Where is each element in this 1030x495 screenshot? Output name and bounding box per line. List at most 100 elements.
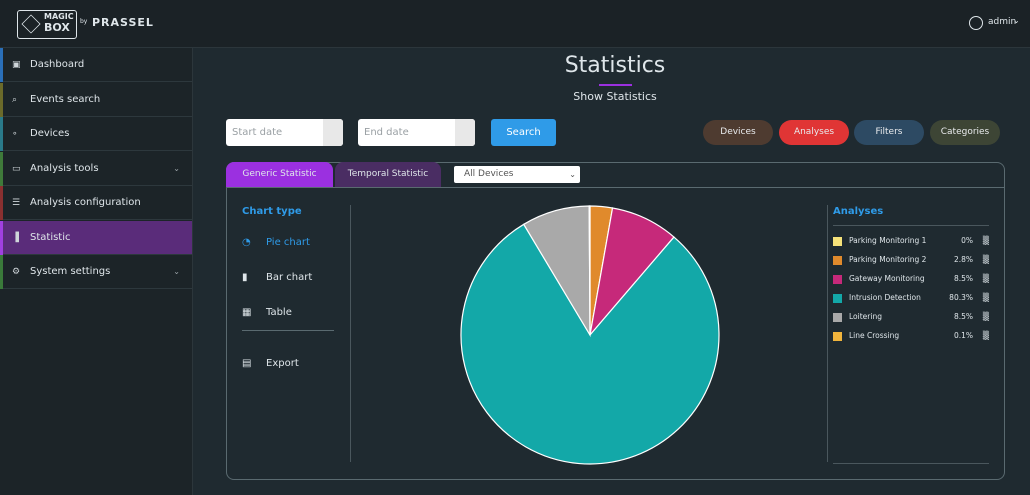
legend-row[interactable]: Parking Monitoring 1 0% ▒ xyxy=(833,234,989,248)
header: MAGIC BOX by PRASSEL admin ⌄ xyxy=(0,0,1030,48)
legend-icon: ▒ xyxy=(982,236,989,245)
legend: Parking Monitoring 1 0% ▒ Parking Monitorin… xyxy=(833,234,993,354)
filter-button[interactable]: Filters xyxy=(854,120,924,145)
export-button[interactable]: ▤ Export xyxy=(242,358,299,369)
legend-label: Gateway Monitoring xyxy=(849,274,925,283)
sidebar-item[interactable]: ▣ Dashboard xyxy=(0,48,192,82)
option-label: Pie chart xyxy=(266,237,310,248)
option-label: Bar chart xyxy=(266,272,313,283)
logo[interactable] xyxy=(17,10,77,39)
sidebar-item[interactable]: ☰ Analysis configuration xyxy=(0,186,192,220)
user-name[interactable]: admin xyxy=(988,17,1017,27)
legend-divider xyxy=(833,463,989,464)
legend-swatch xyxy=(833,332,842,341)
filter-button[interactable]: Categories xyxy=(930,120,1000,145)
sidebar-accent xyxy=(0,151,3,186)
sidebar-label: Analysis configuration xyxy=(30,197,141,208)
legend-value: 8.5% xyxy=(953,274,973,283)
legend-row[interactable]: Gateway Monitoring 8.5% ▒ xyxy=(833,272,989,286)
filter-button[interactable]: Analyses xyxy=(779,120,849,145)
tab[interactable]: Temporal Statistic xyxy=(335,162,441,187)
column-divider xyxy=(827,205,828,462)
chart-type-option[interactable]: ◔ Pie chart xyxy=(242,237,310,248)
logo-text: MAGIC xyxy=(44,12,74,21)
search-button[interactable]: Search xyxy=(491,119,556,146)
legend-label: Line Crossing xyxy=(849,331,900,340)
calendar-button[interactable] xyxy=(455,119,475,146)
chart-type-option[interactable]: ▦ Table xyxy=(242,307,292,318)
legend-icon: ▒ xyxy=(982,293,989,302)
end-date[interactable]: End date xyxy=(358,119,475,146)
chart-type-title: Chart type xyxy=(242,206,302,217)
sidebar-icon: ▣ xyxy=(12,60,21,70)
legend-value: 8.5% xyxy=(953,312,973,321)
legend-icon: ▒ xyxy=(982,312,989,321)
calendar-button[interactable] xyxy=(323,119,343,146)
legend-row[interactable]: Loitering 8.5% ▒ xyxy=(833,310,989,324)
legend-divider xyxy=(833,225,989,226)
title-underline xyxy=(599,84,632,86)
legend-swatch xyxy=(833,256,842,265)
legend-row[interactable]: Intrusion Detection 80.3% ▒ xyxy=(833,291,989,305)
page-title: Statistics xyxy=(564,53,666,78)
start-date-placeholder: Start date xyxy=(232,127,283,138)
sidebar-label: Devices xyxy=(30,128,70,139)
legend-label: Parking Monitoring 1 xyxy=(849,236,927,245)
sidebar-accent xyxy=(0,186,3,220)
legend-icon: ▒ xyxy=(982,274,989,283)
sidebar-label: System settings xyxy=(30,266,111,277)
tab[interactable]: Generic Statistic xyxy=(226,162,333,187)
sidebar-item[interactable]: ▐ Statistic xyxy=(0,220,192,255)
sidebar-label: Statistic xyxy=(30,231,71,243)
sidebar-icon: ∘ xyxy=(12,129,18,139)
sidebar-accent xyxy=(0,255,3,289)
select-arrow: ⌄ xyxy=(569,170,576,179)
panel xyxy=(226,162,1005,480)
sidebar-item[interactable]: ⚙ System settings ⌄ xyxy=(0,255,192,289)
sidebar-accent xyxy=(0,48,3,82)
legend-label: Intrusion Detection xyxy=(849,293,921,302)
panel-divider xyxy=(227,187,1004,188)
filter-button[interactable]: Devices xyxy=(703,120,773,145)
legend-row[interactable]: Line Crossing 0.1% ▒ xyxy=(833,329,989,343)
sidebar-item[interactable]: ∘ Devices xyxy=(0,117,192,151)
device-select[interactable]: All Devices ⌄ xyxy=(454,166,580,183)
legend-value: 2.8% xyxy=(953,255,973,264)
sidebar-icon: ▭ xyxy=(12,163,21,174)
sidebar-label: Dashboard xyxy=(30,59,85,70)
logo-text: BOX xyxy=(44,21,70,34)
legend-row[interactable]: Parking Monitoring 2 2.8% ▒ xyxy=(833,253,989,267)
export-label: Export xyxy=(266,358,299,369)
end-date-placeholder: End date xyxy=(364,127,409,138)
option-label: Table xyxy=(266,307,292,318)
sidebar-icon: ▐ xyxy=(12,232,19,243)
sidebar-icon: ⚙ xyxy=(12,267,21,277)
sidebar-icon: ⌕ xyxy=(12,94,18,105)
pie-slice xyxy=(460,223,720,465)
legend-title: Analyses xyxy=(833,206,884,217)
sidebar-item[interactable]: ⌕ Events search xyxy=(0,82,192,117)
pie-slice xyxy=(588,205,591,336)
legend-swatch xyxy=(833,313,842,322)
sidebar: ▣ Dashboard ⌕ Events search ∘ Devices ▭ Analysi… xyxy=(0,48,193,495)
start-date[interactable]: Start date xyxy=(226,119,343,146)
legend-value: 80.3% xyxy=(949,293,973,302)
legend-value: 0.1% xyxy=(953,331,973,340)
chart-type-option[interactable]: ▮​ Bar chart xyxy=(242,272,313,283)
user-icon xyxy=(969,16,983,30)
sidebar-chevron: ⌄ xyxy=(173,267,180,276)
legend-swatch xyxy=(833,237,842,246)
by-text: by xyxy=(80,18,88,25)
sidebar-item[interactable]: ▭ Analysis tools ⌄ xyxy=(0,151,192,186)
sidebar-chevron: ⌄ xyxy=(173,163,180,173)
legend-icon: ▒ xyxy=(982,331,989,340)
sidebar-label: Analysis tools xyxy=(30,162,99,174)
legend-icon: ▒ xyxy=(982,255,989,264)
sidebar-accent xyxy=(0,82,3,117)
sidebar-accent xyxy=(0,220,3,255)
sidebar-label: Events search xyxy=(30,93,101,105)
legend-swatch xyxy=(833,294,842,303)
user-chevron: ⌄ xyxy=(1013,16,1020,25)
device-select-value: All Devices xyxy=(464,169,514,179)
